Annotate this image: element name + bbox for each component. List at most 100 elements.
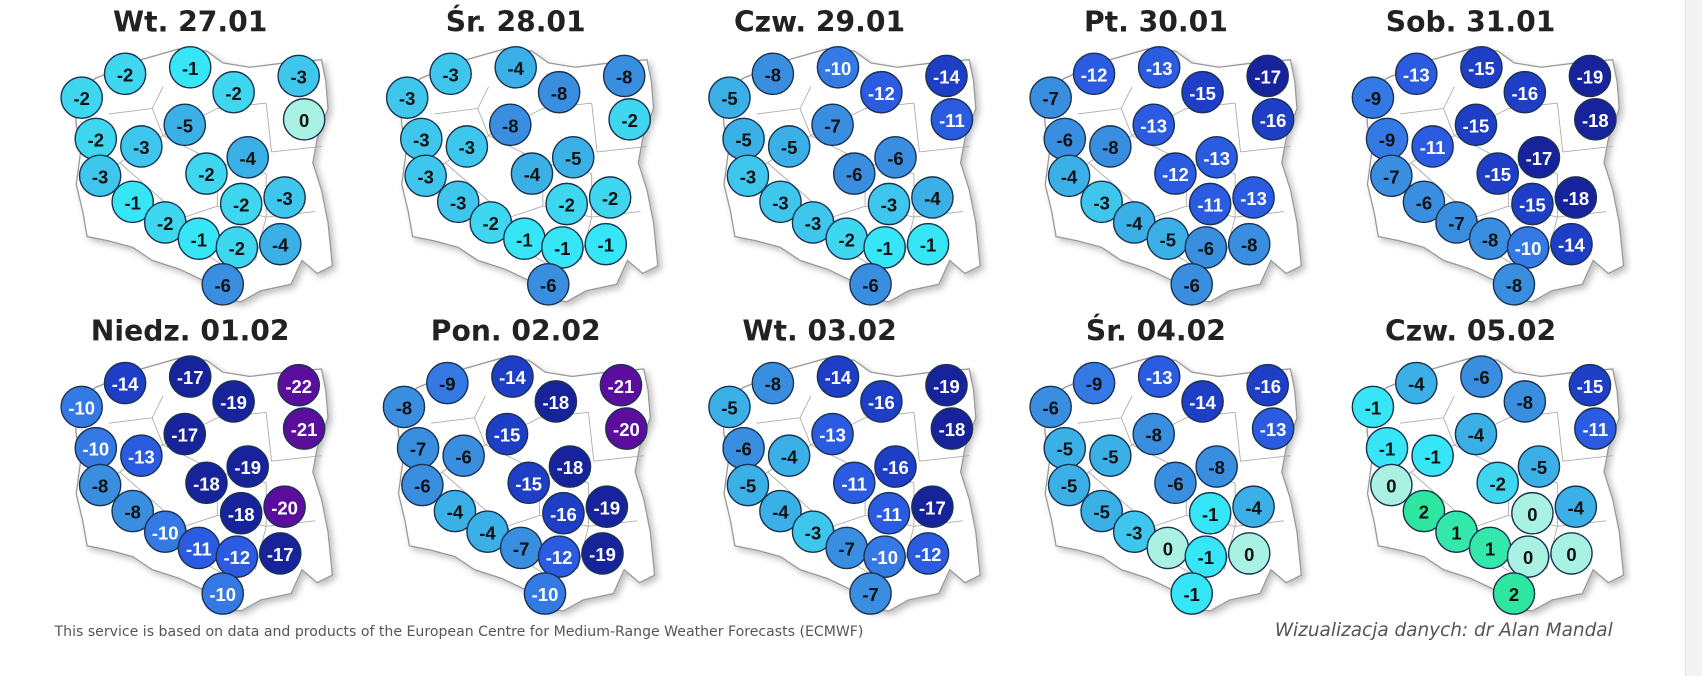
- temperature-marker: 0: [1550, 532, 1593, 575]
- temperature-circle: [867, 491, 911, 535]
- temperature-circle: [759, 180, 802, 224]
- temperature-value: -21: [291, 419, 318, 440]
- temperature-value: -10: [68, 397, 95, 418]
- temperature-value: -2: [602, 188, 618, 209]
- temperature-marker: -12: [906, 532, 950, 575]
- temperature-marker: -14: [491, 355, 534, 398]
- temperature-circle: [930, 407, 974, 450]
- temperature-circle: [1181, 380, 1224, 423]
- temperature-value: -15: [515, 473, 542, 494]
- temperature-value: -6: [1057, 129, 1073, 150]
- temperature-value: -3: [1093, 192, 1109, 213]
- temperature-value: -14: [825, 367, 852, 388]
- temperature-value: -14: [112, 374, 139, 395]
- temperature-value: -1: [182, 58, 198, 79]
- temperature-marker: -8: [382, 385, 426, 429]
- temperature-marker: -15: [1476, 152, 1520, 195]
- temperature-marker: -10: [863, 535, 906, 578]
- temperature-circle: [401, 463, 444, 507]
- temperature-marker: -11: [832, 461, 876, 505]
- temperature-value: -2: [88, 129, 104, 150]
- temperature-value: -2: [233, 195, 249, 216]
- temperature-value: -16: [1260, 110, 1287, 131]
- temperature-value: -2: [157, 213, 173, 234]
- temperature-value: -10: [152, 522, 179, 543]
- temperature-value: 0: [1244, 544, 1254, 565]
- temperature-value: -13: [1240, 188, 1267, 209]
- temperature-value: 0: [299, 110, 309, 131]
- temperature-circle: [1506, 226, 1550, 269]
- temperature-value: -16: [1254, 376, 1281, 397]
- temperature-marker: -9: [426, 361, 469, 405]
- temperature-value: -2: [73, 88, 89, 109]
- temperature-circle: [1460, 45, 1503, 89]
- temperature-circle: [1554, 176, 1598, 219]
- temperature-marker: -8: [1468, 217, 1512, 261]
- temperature-marker: -16: [542, 491, 585, 535]
- temperature-circle: [767, 434, 811, 478]
- temperature-value: -12: [915, 544, 942, 565]
- temperature-marker: -5: [722, 117, 765, 161]
- temperature-value: -1: [516, 229, 532, 250]
- temperature-circle: [1574, 98, 1617, 141]
- temperature-marker: -11: [1574, 407, 1617, 450]
- temperature-marker: -4: [1232, 485, 1275, 529]
- temperature-circle: [863, 535, 906, 578]
- temperature-marker: -14: [1181, 380, 1224, 423]
- temperature-value: -8: [1482, 229, 1498, 250]
- temperature-circle: [541, 226, 584, 269]
- temperature-marker: 0: [1370, 463, 1413, 507]
- region-border: [587, 412, 644, 462]
- temperature-marker: -6: [526, 262, 570, 306]
- temperature-circle: [542, 491, 585, 535]
- temperature-circle: [111, 180, 155, 224]
- temperature-circle: [1137, 355, 1181, 398]
- temperature-marker: -7: [499, 526, 543, 570]
- region-border: [1234, 103, 1291, 153]
- temperature-value: -8: [1102, 137, 1118, 158]
- temperature-value: -6: [540, 275, 556, 296]
- temperature-circle: [860, 380, 903, 423]
- temperature-marker: -8: [111, 489, 155, 533]
- temperature-circle: [1511, 182, 1554, 226]
- temperature-marker: -2: [588, 176, 632, 219]
- temperature-value: -12: [1081, 64, 1108, 85]
- temperature-circle: [767, 125, 811, 168]
- temperature-marker: -4: [258, 222, 302, 266]
- temperature-circle: [1080, 180, 1123, 224]
- temperature-circle: [494, 45, 538, 89]
- temperature-value: -18: [1582, 110, 1609, 131]
- temperature-value: -5: [781, 137, 797, 158]
- temperature-circle: [1506, 535, 1550, 578]
- temperature-circle: [874, 445, 917, 488]
- temperature-value: -13: [1146, 58, 1173, 79]
- temperature-circle: [120, 125, 163, 168]
- forecast-map: Pt. 30.01 -7 -12 -13 -15 -17 -16 -13 -6 -8 -13 -4 -1…: [1029, 5, 1302, 306]
- temperature-marker: -10: [201, 572, 245, 615]
- temperature-marker: -8: [1132, 412, 1176, 456]
- temperature-value: -3: [442, 64, 458, 85]
- temperature-value: -7: [513, 539, 529, 560]
- temperature-marker: -6: [832, 152, 876, 195]
- temperature-circle: [1072, 361, 1116, 405]
- temperature-marker: -17: [1517, 136, 1561, 179]
- temperature-value: -8: [396, 397, 412, 418]
- temperature-circle: [1195, 445, 1238, 488]
- temperature-value: 0: [1163, 539, 1173, 560]
- temperature-marker: -2: [545, 182, 589, 226]
- temperature-circle: [1227, 222, 1271, 266]
- temperature-circle: [60, 385, 104, 429]
- temperature-value: -6: [1042, 397, 1058, 418]
- temperature-marker: -2: [185, 152, 228, 195]
- temperature-marker: -3: [867, 182, 911, 226]
- temperature-marker: -11: [177, 526, 221, 570]
- temperature-circle: [1246, 363, 1289, 407]
- temperature-value: -12: [224, 547, 251, 568]
- temperature-marker: -8: [1195, 445, 1238, 488]
- temperature-value: -1: [920, 235, 936, 256]
- temperature-marker: -18: [1554, 176, 1598, 219]
- temperature-value: -2: [117, 64, 133, 85]
- temperature-circle: [849, 262, 892, 306]
- temperature-value: 2: [1419, 502, 1429, 523]
- temperature-value: -3: [413, 129, 429, 150]
